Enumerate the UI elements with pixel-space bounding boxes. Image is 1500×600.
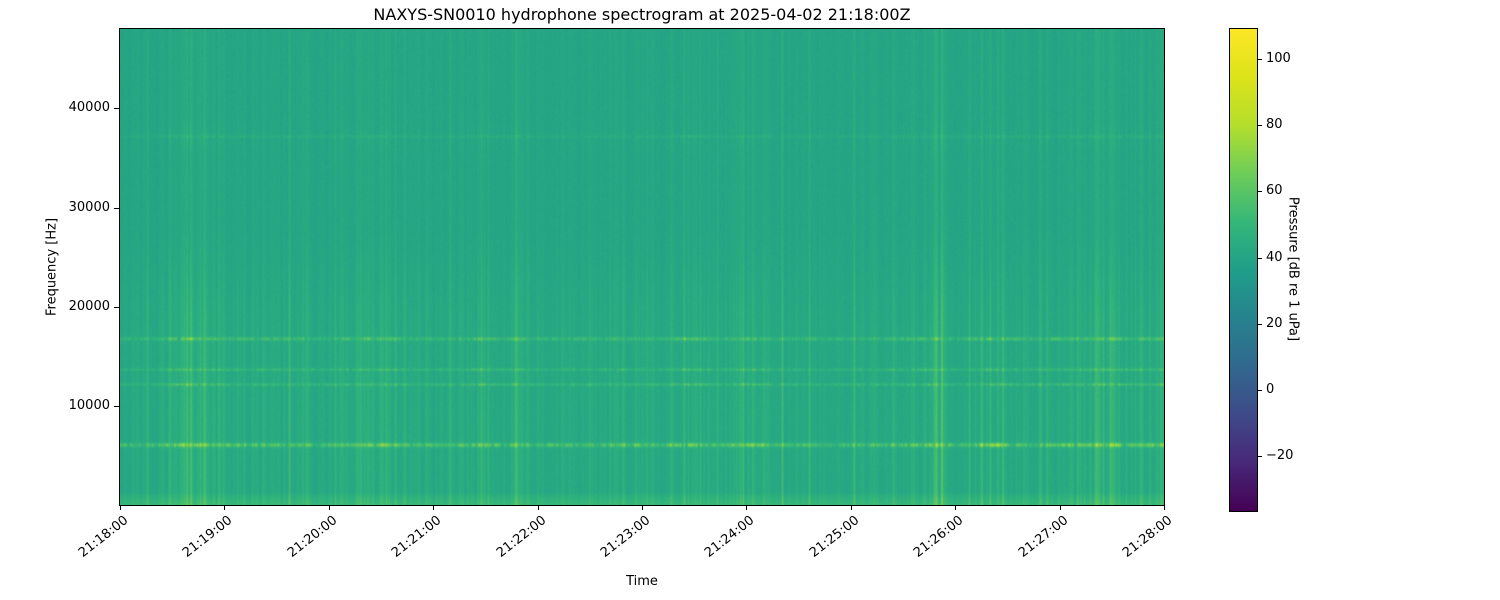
- colorbar-tick-label: 40: [1266, 249, 1283, 265]
- x-tick-label: 21:26:00: [911, 513, 967, 561]
- colorbar-tick-label: 20: [1266, 315, 1283, 331]
- colorbar-tick-label: 100: [1266, 50, 1291, 66]
- colorbar-tick-mark: [1258, 125, 1262, 127]
- y-tick-mark: [114, 405, 119, 407]
- y-tick-mark: [114, 306, 119, 308]
- y-tick-label: 40000: [68, 100, 110, 116]
- colorbar-gradient: [1230, 29, 1257, 511]
- x-tick-label: 21:22:00: [493, 513, 549, 561]
- colorbar-tick-label: 80: [1266, 117, 1283, 133]
- plot-title: NAXYS-SN0010 hydrophone spectrogram at 2…: [373, 5, 911, 24]
- x-tick-label: 21:18:00: [75, 513, 132, 561]
- x-tick-label: 21:24:00: [702, 513, 758, 561]
- x-tick-label: 21:23:00: [597, 513, 654, 561]
- spectrogram-canvas: [120, 29, 1164, 505]
- x-tick-mark: [850, 505, 852, 510]
- colorbar-tick-mark: [1258, 257, 1262, 259]
- x-tick-mark: [642, 505, 643, 510]
- spectrogram-axes: [119, 28, 1165, 506]
- colorbar-tick-label: 60: [1266, 183, 1283, 199]
- colorbar-tick-label: −20: [1266, 448, 1294, 464]
- x-tick-mark: [955, 505, 957, 510]
- x-tick-mark: [120, 505, 121, 510]
- y-tick-mark: [114, 207, 119, 209]
- colorbar-tick-mark: [1258, 390, 1262, 392]
- x-tick-mark: [1059, 505, 1061, 510]
- y-tick-mark: [114, 108, 119, 110]
- colorbar-tick-label: 0: [1266, 382, 1275, 398]
- y-tick-label: 20000: [68, 298, 110, 314]
- y-tick-label: 30000: [68, 199, 110, 215]
- x-tick-label: 21:21:00: [389, 513, 445, 561]
- x-axis-label: Time: [626, 574, 658, 589]
- x-tick-mark: [1164, 505, 1165, 510]
- x-tick-mark: [224, 505, 226, 510]
- x-tick-mark: [746, 505, 748, 510]
- colorbar-tick-mark: [1258, 191, 1262, 193]
- colorbar-label: Pressure [dB re 1 uPa]: [1285, 196, 1301, 342]
- colorbar-tick-mark: [1258, 323, 1262, 325]
- x-tick-mark: [537, 505, 539, 510]
- x-tick-label: 21:19:00: [180, 513, 236, 561]
- x-tick-label: 21:25:00: [806, 513, 863, 561]
- x-tick-mark: [328, 505, 330, 510]
- x-tick-label: 21:28:00: [1119, 513, 1176, 561]
- x-tick-label: 21:27:00: [1015, 513, 1071, 561]
- colorbar: [1229, 28, 1258, 512]
- colorbar-tick-mark: [1258, 456, 1262, 458]
- x-tick-mark: [433, 505, 435, 510]
- colorbar-tick-mark: [1258, 58, 1262, 60]
- y-tick-label: 10000: [68, 397, 110, 413]
- x-tick-label: 21:20:00: [284, 513, 341, 561]
